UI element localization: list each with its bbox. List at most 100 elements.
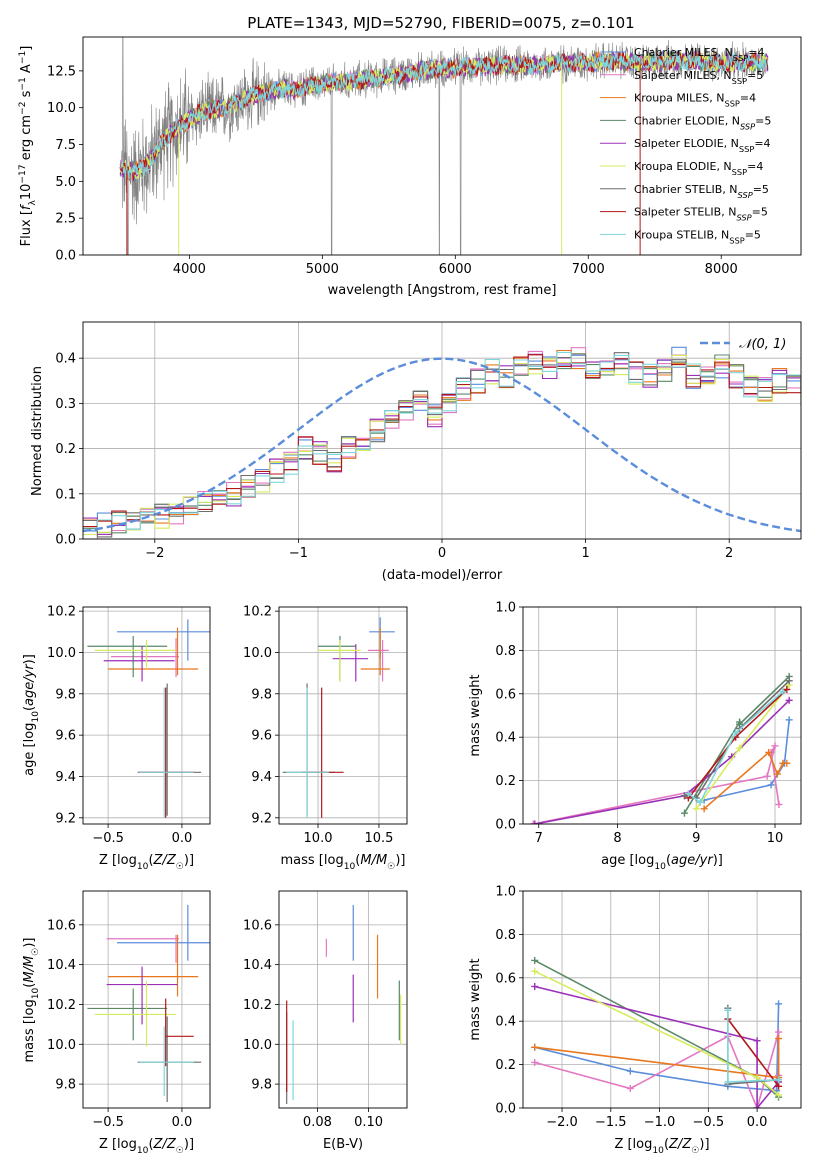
panel-age-vs-Z: −0.5 0.0 9.2 9.4 9.6 9.8 10.0 10.2 Z [log10(Z/Z☉…	[22, 605, 211, 872]
legend-entry: Salpeter STELIB, NSSP=5	[634, 206, 768, 223]
age-vs-Z-frame	[82, 606, 211, 825]
massweight-vs-age-marks	[529, 672, 793, 824]
y-tick-label: 10.6	[47, 918, 76, 933]
mass-vs-ebv-marks	[286, 904, 402, 1105]
y-tick-label: 0.4	[495, 1015, 516, 1030]
panel-mass-vs-Z: −0.5 0.0 9.8 10.0 10.2 10.4 10.6 Z [log10(Z/Z☉)…	[22, 890, 211, 1156]
legend-entry: Salpeter MILES, NSSP=5	[634, 69, 763, 86]
residual-histogram-chabrier-stelib	[83, 352, 801, 538]
residual-histogram-kroupa-elodie	[83, 353, 801, 536]
y-tick-label: 10.2	[47, 998, 76, 1013]
x-tick-label: −0.5	[92, 1115, 124, 1130]
x-axis-label: Z [log10(Z/Z☉)]	[99, 1137, 194, 1156]
y-tick-label: 9.8	[55, 1078, 76, 1093]
y-tick-label: 9.6	[251, 729, 272, 744]
x-tick-label: −2	[145, 546, 164, 561]
mass-weight-point-chabrier-miles	[785, 716, 793, 724]
y-tick-label: 10.0	[47, 646, 76, 661]
massweight-vs-Z-frame	[522, 890, 802, 1109]
legend-entry: Kroupa ELODIE, NSSP=4	[634, 160, 763, 177]
x-tick-label: −0.5	[92, 831, 124, 846]
x-tick-label: −1.5	[595, 1115, 627, 1130]
y-tick-label: 0.2	[495, 1058, 516, 1073]
mass-weight-point-chabrier-miles	[767, 781, 775, 789]
legend-entry: Chabrier MILES, NSSP=4	[634, 46, 764, 63]
mass-vs-Z-marks	[87, 904, 210, 1103]
y-tick-label: 0.3	[55, 397, 76, 412]
mass-weight-point-salpeter-stelib	[783, 685, 791, 693]
mass-weight-point-chabrier-stelib	[680, 792, 688, 800]
mass-weight-point-kroupa-elodie	[692, 805, 700, 813]
x-tick-label: 7000	[572, 262, 605, 277]
y-tick-label: 0.2	[55, 442, 76, 457]
x-tick-label: 4000	[173, 262, 206, 277]
x-tick-label: 9	[692, 831, 700, 846]
y-tick-label: 9.2	[55, 811, 76, 826]
age-vs-Z-marks	[87, 619, 210, 818]
x-tick-label: −2.0	[546, 1115, 578, 1130]
mass-weight-point-salpeter-stelib	[775, 1082, 783, 1090]
mass-weight-point-kroupa-elodie	[775, 1091, 783, 1099]
mass-weight-point-salpeter-miles	[771, 742, 779, 750]
mass-weight-point-salpeter-elodie	[753, 1037, 761, 1045]
age-vs-Z-grid	[83, 607, 210, 824]
x-tick-label: 0.10	[354, 1115, 383, 1130]
x-tick-label: 0.0	[172, 831, 193, 846]
residuals-marks	[83, 346, 801, 539]
x-tick-label: 0	[438, 546, 446, 561]
legend-entry: Kroupa MILES, NSSP=4	[634, 92, 756, 109]
massweight-vs-age-frame	[522, 606, 802, 825]
x-tick-label: 1	[581, 546, 589, 561]
panel-spectrum: 4000 5000 6000 7000 8000 0.0 2.5 5.0 7.5 10.0 12.5…	[18, 36, 802, 298]
age-vs-mass-frame	[278, 606, 408, 825]
mass-weight-point-kroupa-elodie	[736, 744, 744, 752]
panel-massweight-vs-Z: −2.0 −1.5 −1.0 −0.5 0.0 0.0 0.2 0.4 0.6 0.8 1.0 Z […	[468, 885, 802, 1156]
x-axis-label: wavelength [Angstrom, rest frame]	[328, 283, 557, 298]
x-axis-label: age [log10(age/yr)]	[601, 853, 723, 872]
mass-weight-point-kroupa-miles	[773, 770, 781, 778]
spectrum-marks	[119, 37, 769, 255]
x-tick-label: 7	[535, 831, 543, 846]
y-tick-label: 5.0	[55, 175, 76, 190]
y-axis-label: age [log10(age/yr)]	[22, 654, 41, 776]
x-tick-label: 10.0	[304, 831, 333, 846]
residual-histogram-salpeter-stelib	[83, 354, 801, 528]
x-tick-label: −0.5	[693, 1115, 725, 1130]
legend-entry: 𝒩(0, 1)	[739, 337, 786, 352]
mass-weight-line-salpeter-elodie	[534, 699, 790, 824]
y-tick-label: 0.6	[495, 687, 516, 702]
y-tick-label: 9.2	[251, 811, 272, 826]
mass-weight-point-kroupa-miles	[700, 805, 708, 813]
y-tick-label: 9.4	[55, 770, 76, 785]
panel-massweight-vs-age: 7 8 9 10 0.0 0.2 0.4 0.6 0.8 1.0 age [log10(age/yr…	[468, 601, 802, 872]
mass-weight-point-kroupa-stelib	[724, 1006, 732, 1014]
mass-weight-point-salpeter-elodie	[531, 982, 539, 990]
x-axis-label: E(B-V)	[323, 1137, 363, 1152]
x-tick-label: 10	[767, 831, 784, 846]
y-tick-label: 9.8	[251, 687, 272, 702]
mass-weight-point-chabrier-miles	[775, 1000, 783, 1008]
y-axis-label: Normed distribution	[30, 366, 45, 496]
x-tick-label: 6000	[439, 262, 472, 277]
y-tick-label: 10.2	[243, 605, 272, 620]
spectrum-legend: Chabrier MILES, NSSP=4 Salpeter MILES, NS…	[600, 46, 771, 245]
y-tick-label: 10.0	[47, 1038, 76, 1053]
mass-weight-point-kroupa-stelib	[775, 1076, 783, 1084]
x-tick-label: 0.0	[747, 1115, 768, 1130]
x-tick-label: 10.5	[364, 831, 393, 846]
legend-entry: Chabrier ELODIE, NSSP=5	[634, 114, 771, 131]
y-tick-label: 10.4	[47, 958, 76, 973]
legend-entry: Kroupa STELIB, NSSP=5	[634, 228, 761, 245]
y-tick-label: 10.0	[243, 1038, 272, 1053]
mass-weight-line-kroupa-elodie	[534, 970, 780, 1096]
mass-weight-point-salpeter-miles	[626, 1084, 634, 1092]
y-tick-label: 0.4	[495, 731, 516, 746]
x-axis-label: mass [log10(M/M☉)]	[281, 853, 406, 872]
mass-weight-line-chabrier-stelib	[684, 680, 790, 799]
mass-vs-ebv-frame	[278, 890, 408, 1109]
panel-mass-vs-ebv: 0.08 0.10 9.8 10.0 10.2 10.4 10.6 E(B-V)	[243, 890, 408, 1152]
mass-weight-line-salpeter-stelib	[727, 1018, 780, 1087]
y-tick-label: 7.5	[55, 138, 76, 153]
y-axis-label: mass weight	[468, 674, 483, 756]
mass-weight-point-kroupa-miles	[765, 748, 773, 756]
